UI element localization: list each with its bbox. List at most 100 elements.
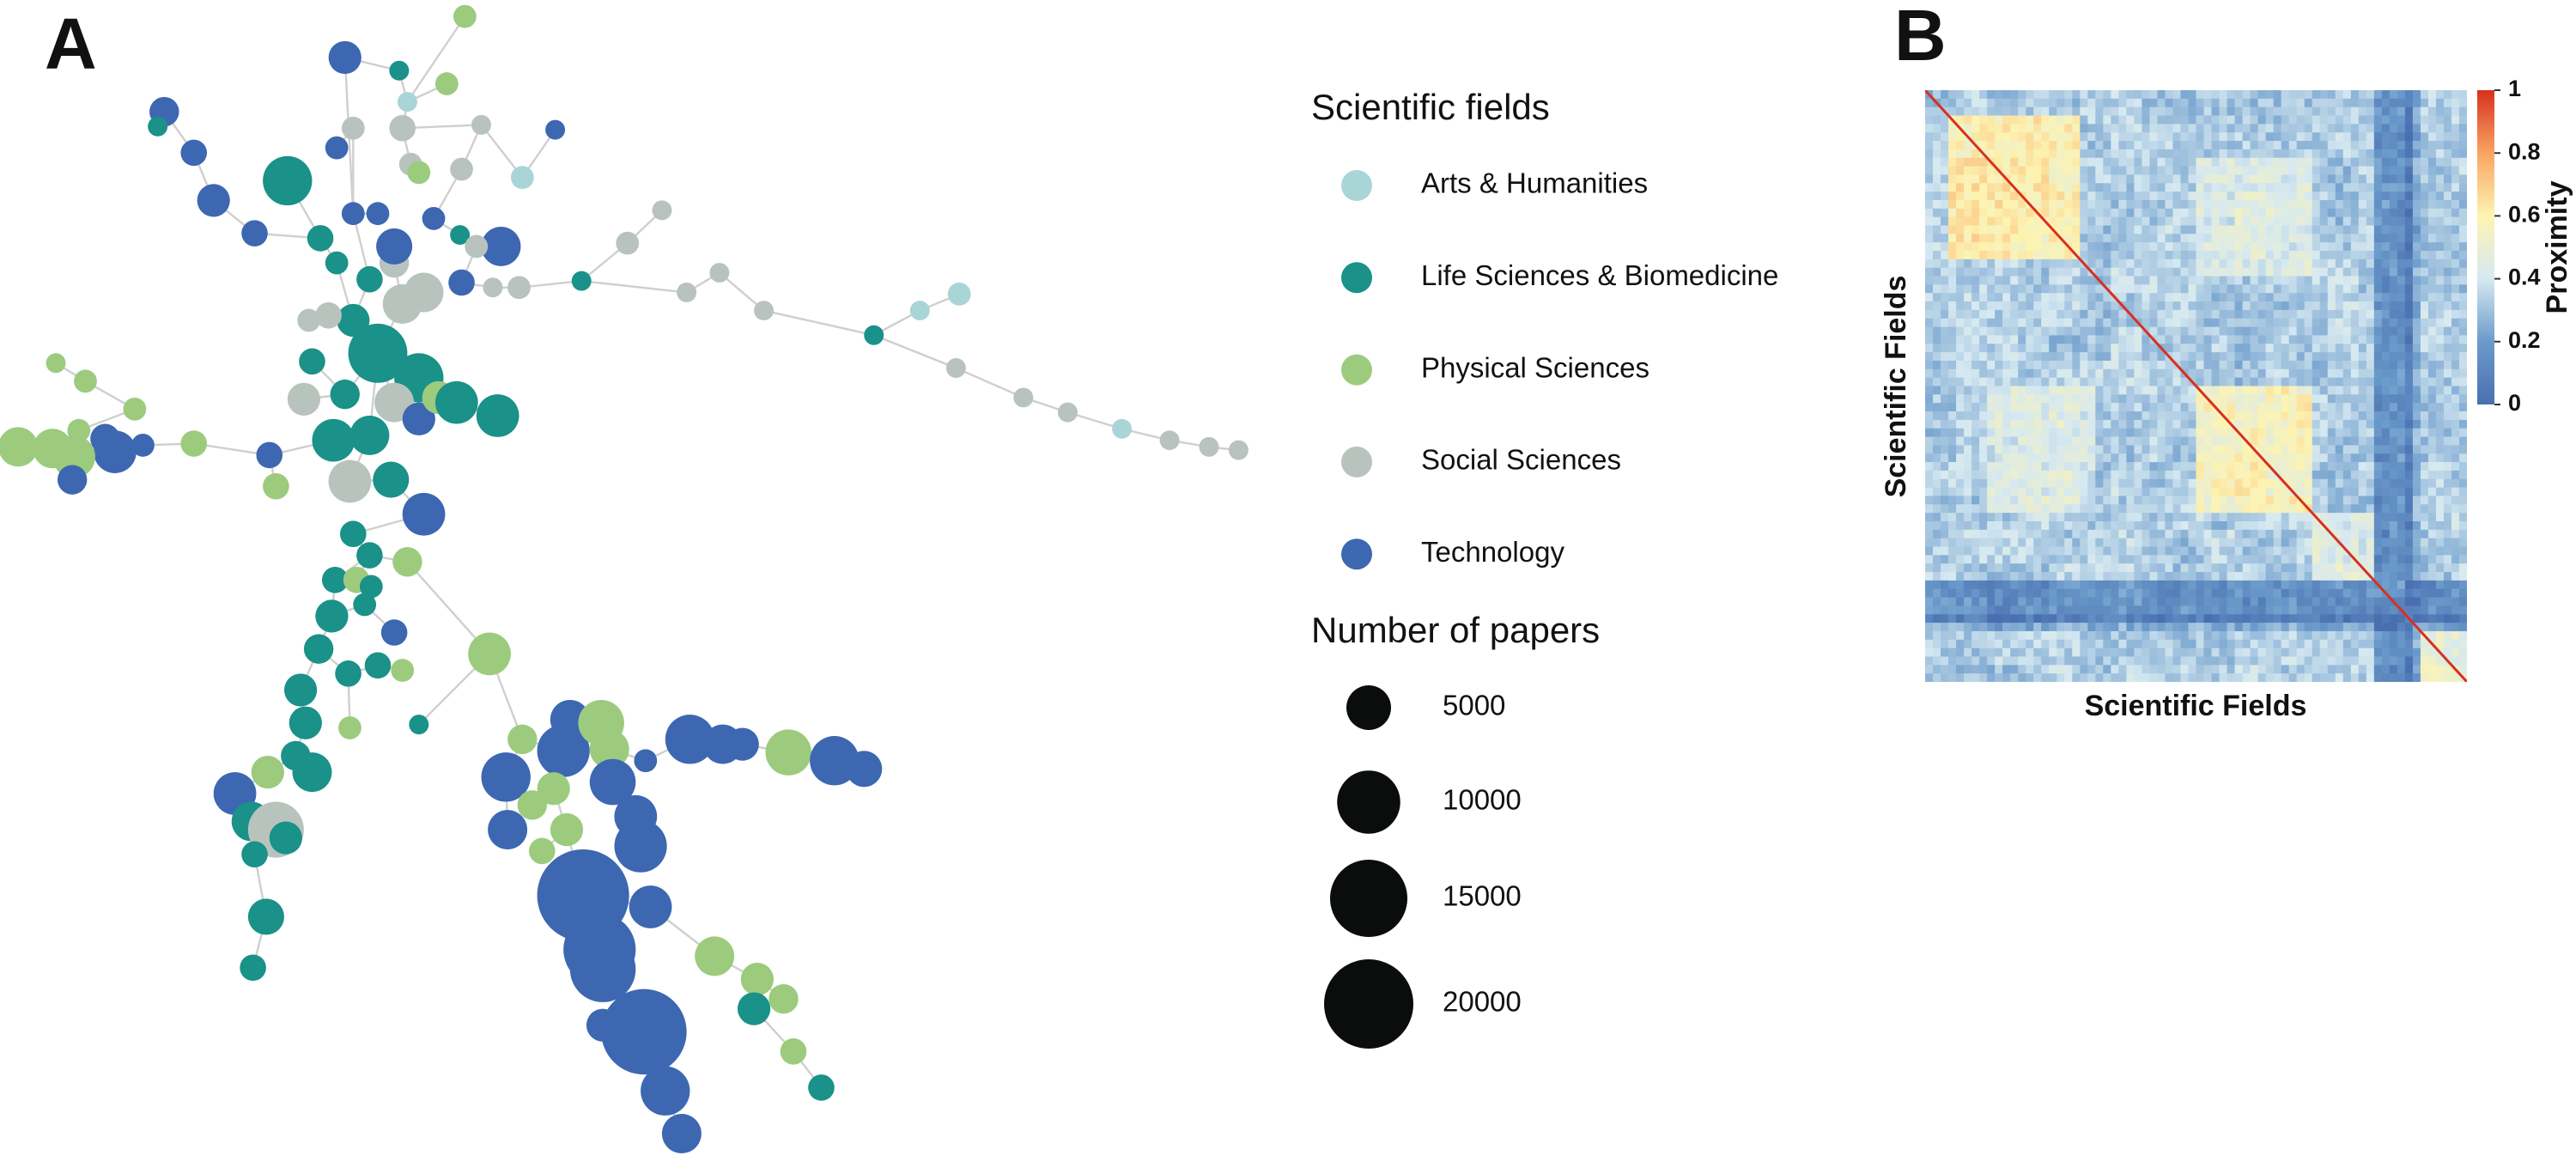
heatmap-cell (2420, 216, 2429, 227)
heatmap-cell (2412, 478, 2421, 489)
heatmap-cell (2327, 563, 2336, 573)
heatmap-cell (2358, 630, 2367, 641)
heatmap-cell (2157, 267, 2166, 277)
heatmap-cell (2064, 453, 2073, 463)
heatmap-cell (2018, 520, 2026, 531)
heatmap-cell (2149, 225, 2159, 234)
heatmap-cell (2412, 445, 2421, 454)
heatmap-cell (2126, 436, 2135, 446)
heatmap-cell (2435, 496, 2445, 505)
heatmap-cell (2057, 520, 2065, 531)
heatmap-cell (2257, 360, 2267, 370)
heatmap-cell (1987, 225, 1996, 234)
heatmap-cell (2458, 445, 2467, 454)
heatmap-cell (2273, 411, 2282, 421)
heatmap-cell (2242, 352, 2251, 362)
heatmap-cell (2180, 496, 2190, 505)
heatmap-cell (2118, 141, 2127, 150)
heatmap-cell (1995, 411, 2003, 421)
heatmap-cell (2358, 166, 2367, 176)
heatmap-cell (2010, 588, 2019, 599)
heatmap-cell (2412, 157, 2421, 167)
heatmap-cell (1979, 335, 1988, 344)
heatmap-cell (2203, 106, 2213, 117)
heatmap-cell (2188, 124, 2197, 133)
heatmap-cell (2126, 597, 2135, 607)
heatmap-cell (2373, 386, 2383, 395)
heatmap-cell (1987, 276, 1996, 285)
heatmap-cell (2064, 360, 2073, 370)
heatmap-cell (2134, 335, 2142, 344)
heatmap-cell (2420, 360, 2429, 370)
heatmap-cell (2196, 520, 2205, 531)
heatmap-cell (2080, 115, 2088, 125)
heatmap-cell (2095, 141, 2104, 150)
heatmap-cell (2010, 605, 2019, 615)
heatmap-cell (2304, 462, 2313, 471)
heatmap-cell (2134, 462, 2142, 471)
heatmap-cell (2242, 293, 2251, 302)
heatmap-cell (2304, 192, 2313, 201)
heatmap-cell (2234, 605, 2244, 615)
heatmap-cell (2288, 546, 2298, 556)
heatmap-cell (2002, 555, 2011, 564)
heatmap-cell (2420, 276, 2429, 285)
heatmap-cell (2033, 462, 2042, 471)
heatmap-cell (2358, 234, 2367, 243)
heatmap-cell (2373, 529, 2383, 539)
heatmap-cell (2026, 149, 2034, 159)
heatmap-cell (2366, 326, 2375, 337)
heatmap-cell (2350, 183, 2360, 192)
heatmap-cell (2335, 216, 2344, 227)
heatmap-cell (2435, 141, 2445, 150)
heatmap-cell (2397, 251, 2406, 260)
heatmap-cell (2126, 496, 2135, 505)
heatmap-cell (2312, 462, 2321, 471)
heatmap-cell (2142, 267, 2151, 277)
heatmap-cell (2458, 487, 2467, 497)
heatmap-cell (1995, 98, 2003, 108)
heatmap-cell (2404, 335, 2414, 344)
heatmap-cell (2358, 242, 2367, 252)
heatmap-cell (2041, 513, 2050, 522)
heatmap-cell (2296, 106, 2306, 117)
heatmap-cell (1995, 436, 2003, 446)
heatmap-cell (2288, 555, 2298, 564)
heatmap-cell (1995, 377, 2003, 387)
heatmap-cell (2281, 216, 2290, 227)
heatmap-cell (2458, 284, 2467, 294)
field-node (46, 353, 66, 374)
heatmap-cell (2049, 157, 2057, 167)
heatmap-cell (2095, 318, 2104, 328)
heatmap-cell (2443, 419, 2452, 429)
heatmap-cell (1971, 132, 1980, 142)
heatmap-cell (2250, 520, 2259, 531)
heatmap-cell (2265, 478, 2275, 489)
heatmap-cell (1971, 386, 1980, 395)
heatmap-cell (2219, 251, 2228, 260)
heatmap-cell (2319, 360, 2329, 370)
heatmap-cell (2327, 326, 2336, 337)
heatmap-cell (2350, 157, 2360, 167)
heatmap-cell (2180, 403, 2190, 412)
heatmap-cell (2397, 106, 2406, 117)
heatmap-cell (2327, 572, 2336, 581)
heatmap-cell (2149, 419, 2159, 429)
heatmap-cell (1933, 394, 1941, 404)
heatmap-cell (1948, 394, 1957, 404)
heatmap-cell (2296, 546, 2306, 556)
heatmap-cell (2312, 149, 2321, 159)
heatmap-cell (2281, 98, 2290, 108)
heatmap-cell (2319, 242, 2329, 252)
heatmap-cell (2049, 344, 2057, 353)
heatmap-cell (2358, 411, 2367, 421)
heatmap-cell (2172, 445, 2182, 454)
heatmap-cell (1933, 284, 1941, 294)
heatmap-cell (2064, 513, 2073, 522)
heatmap-cell (2342, 293, 2352, 302)
field-node (359, 575, 383, 599)
heatmap-cell (2420, 597, 2429, 607)
heatmap-cell (2172, 605, 2182, 615)
field-node (528, 837, 556, 865)
heatmap-cell (2111, 572, 2119, 581)
